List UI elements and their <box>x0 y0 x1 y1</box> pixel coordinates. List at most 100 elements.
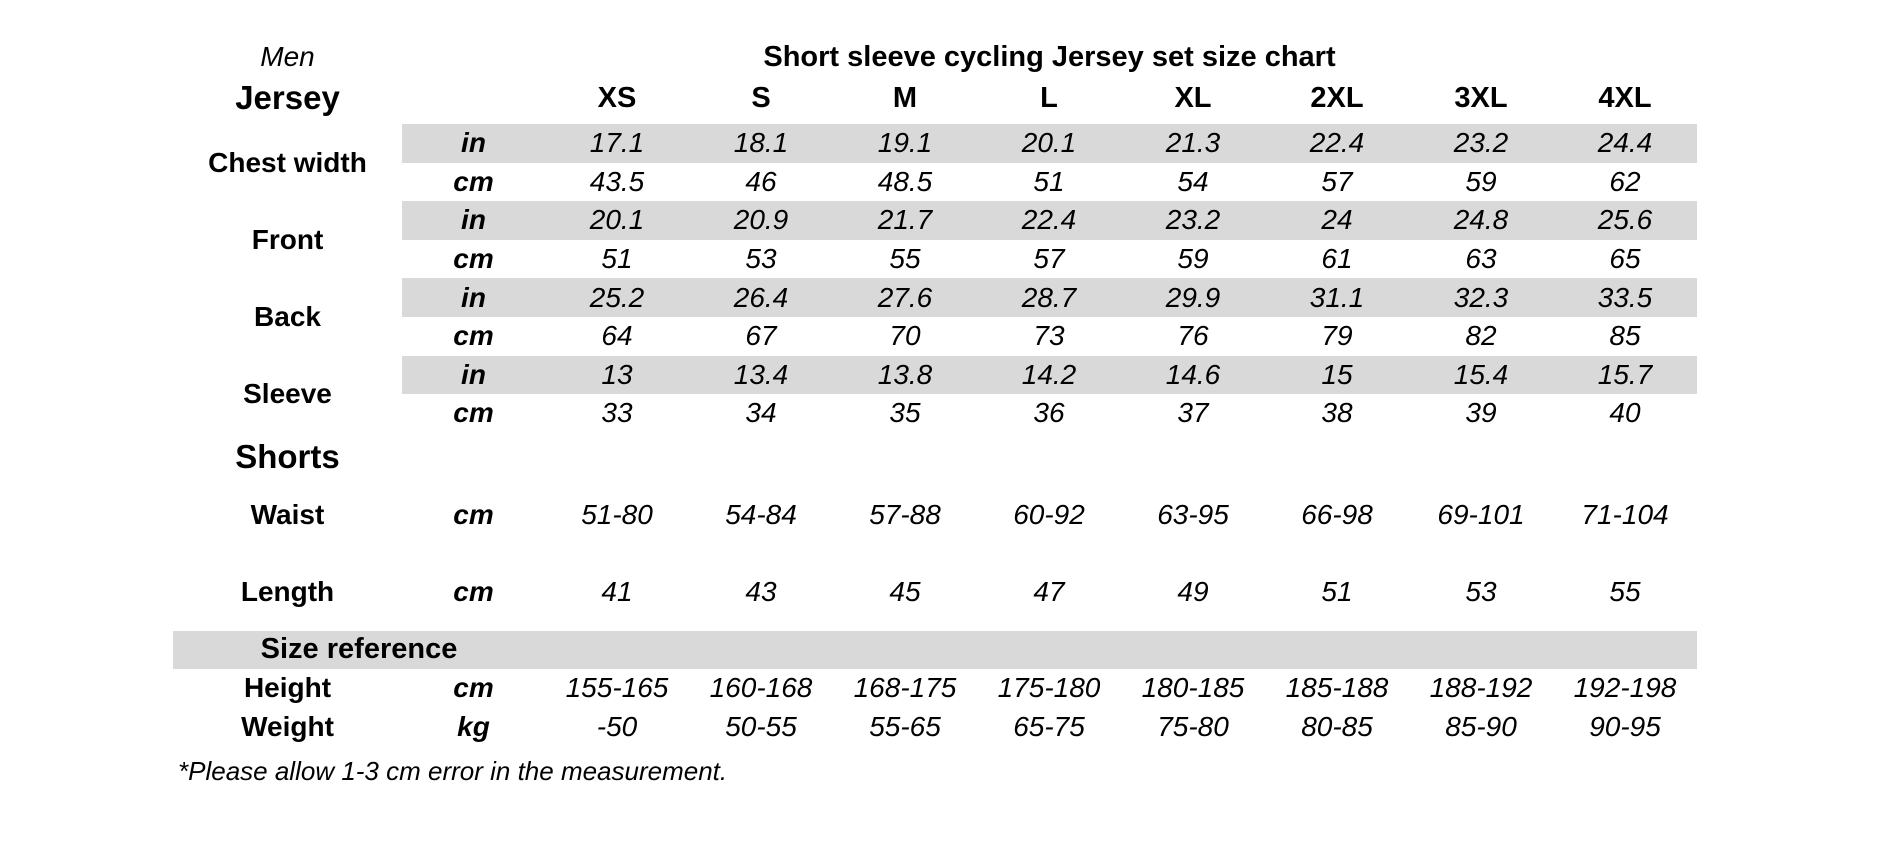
measurement-row-sleeve-cm: cm 33 34 35 36 37 38 39 40 <box>173 394 1697 433</box>
value-cell: 41 <box>601 575 633 607</box>
value-cell: 23.2 <box>1453 127 1509 159</box>
value-cell: 64 <box>601 320 633 352</box>
value-cell: 75-80 <box>1157 710 1229 742</box>
value-cell: 22.4 <box>1021 204 1077 236</box>
value-cell: 49 <box>1177 575 1209 607</box>
value-cell: 43 <box>745 575 777 607</box>
measurement-row-front-in: in 20.1 20.9 21.7 22.4 23.2 24 24.8 25.6 <box>173 201 1697 240</box>
measurement-group-back: Back in 25.2 26.4 27.6 28.7 29.9 31.1 32.3 33.5… <box>173 278 1697 355</box>
value-cell: 40 <box>1609 397 1641 429</box>
value-cell: 57 <box>1033 243 1065 275</box>
value-cell: 57-88 <box>869 499 941 531</box>
measurement-row-chest-width-in: in 17.1 18.1 19.1 20.1 21.3 22.4 23.2 24.4 <box>173 124 1697 163</box>
value-cell: 47 <box>1033 575 1065 607</box>
measurement-row-back-in: in 25.2 26.4 27.6 28.7 29.9 31.1 32.3 33.5 <box>173 278 1697 317</box>
unit-label: cm <box>453 499 494 531</box>
shorts-section-header-row: Shorts <box>173 437 1697 477</box>
value-cell: 35 <box>889 397 921 429</box>
value-cell: 79 <box>1321 320 1353 352</box>
value-cell: 69-101 <box>1437 499 1525 531</box>
unit-label: cm <box>453 397 494 429</box>
value-cell: 14.2 <box>1021 358 1077 390</box>
section-label-jersey: Jersey <box>235 79 340 116</box>
value-cell: 24.4 <box>1597 127 1653 159</box>
unit-label: in <box>461 358 486 390</box>
value-cell: 45 <box>889 575 921 607</box>
value-cell: 15.4 <box>1453 358 1509 390</box>
value-cell: 168-175 <box>853 672 957 704</box>
page: { "header": { "gender": "Men" }, "colors… <box>0 38 1894 851</box>
size-reference-bar: Size reference <box>173 630 1697 669</box>
measurement-row-waist: Waist cm 51-80 54-84 57-88 60-92 63-95 66-98 6… <box>173 496 1697 535</box>
value-cell: 175-180 <box>997 672 1101 704</box>
value-cell: 20.1 <box>1021 127 1077 159</box>
measurement-row-height: Height cm 155-165 160-168 168-175 175-180 18… <box>173 669 1697 708</box>
value-cell: 54-84 <box>725 499 797 531</box>
value-cell: 38 <box>1321 397 1353 429</box>
measurement-row-length: Length cm 41 43 45 47 49 51 53 55 <box>173 572 1697 611</box>
value-cell: 50-55 <box>725 710 797 742</box>
value-cell: 63-95 <box>1157 499 1229 531</box>
value-cell: 48.5 <box>877 165 933 197</box>
value-cell: 26.4 <box>733 281 789 313</box>
value-cell: 73 <box>1033 320 1065 352</box>
value-cell: 25.2 <box>589 281 645 313</box>
value-cell: 192-198 <box>1573 672 1677 704</box>
value-cell: 53 <box>1465 575 1497 607</box>
value-cell: 46 <box>745 165 777 197</box>
size-column-header: S <box>751 81 771 114</box>
row-label-height: Height <box>243 672 332 704</box>
value-cell: 55 <box>1609 575 1641 607</box>
value-cell: 39 <box>1465 397 1497 429</box>
measurement-row-front-cm: cm 51 53 55 57 59 61 63 65 <box>173 240 1697 279</box>
gender-label: Men <box>260 41 315 72</box>
unit-label: in <box>461 281 486 313</box>
value-cell: 20.9 <box>733 204 789 236</box>
size-header-row: Jersey XS S M L XL 2XL 3XL 4XL <box>173 76 1697 120</box>
value-cell: 51 <box>1321 575 1353 607</box>
value-cell: 18.1 <box>733 127 789 159</box>
value-cell: 65-75 <box>1013 710 1085 742</box>
value-cell: 180-185 <box>1141 672 1245 704</box>
value-cell: 24.8 <box>1453 204 1509 236</box>
size-column-header: 4XL <box>1598 81 1652 114</box>
size-column-header: XL <box>1174 81 1212 114</box>
measurement-group-sleeve: Sleeve in 13 13.4 13.8 14.2 14.6 15 15.4 15.7 c… <box>173 355 1697 433</box>
value-cell: 13 <box>601 358 633 390</box>
value-cell: 155-165 <box>565 672 669 704</box>
value-cell: 20.1 <box>589 204 645 236</box>
value-cell: 66-98 <box>1301 499 1373 531</box>
value-cell: 55 <box>889 243 921 275</box>
value-cell: 14.6 <box>1165 358 1221 390</box>
value-cell: 33.5 <box>1597 281 1653 313</box>
value-cell: 22.4 <box>1309 127 1365 159</box>
row-label-weight: Weight <box>241 710 334 742</box>
row-label-back: Back <box>254 300 321 332</box>
value-cell: 57 <box>1321 165 1353 197</box>
value-cell: 71-104 <box>1581 499 1669 531</box>
title-row: Men Short sleeve cycling Jersey set size… <box>173 38 1697 76</box>
size-column-header: M <box>892 81 918 114</box>
row-label-front: Front <box>251 223 324 255</box>
value-cell: 13.8 <box>877 358 933 390</box>
value-cell: 37 <box>1177 397 1209 429</box>
value-cell: 61 <box>1321 243 1353 275</box>
unit-label: kg <box>457 710 490 742</box>
value-cell: 55-65 <box>869 710 941 742</box>
size-column-header: 3XL <box>1454 81 1508 114</box>
value-cell: 15.7 <box>1597 358 1653 390</box>
size-column-header: XS <box>597 81 637 114</box>
unit-label: in <box>461 204 486 236</box>
value-cell: 85 <box>1609 320 1641 352</box>
value-cell: 185-188 <box>1285 672 1389 704</box>
value-cell: 17.1 <box>589 127 645 159</box>
row-label-length: Length <box>240 575 335 607</box>
value-cell: 53 <box>745 243 777 275</box>
value-cell: 51 <box>601 243 633 275</box>
footnote: *Please allow 1-3 cm error in the measur… <box>178 756 728 787</box>
chart-title: Short sleeve cycling Jersey set size cha… <box>763 40 1336 73</box>
measurement-group-chest-width: Chest width in 17.1 18.1 19.1 20.1 21.3 22.4 2… <box>173 124 1697 201</box>
value-cell: 59 <box>1465 165 1497 197</box>
value-cell: 80-85 <box>1301 710 1373 742</box>
unit-label: in <box>461 127 486 159</box>
